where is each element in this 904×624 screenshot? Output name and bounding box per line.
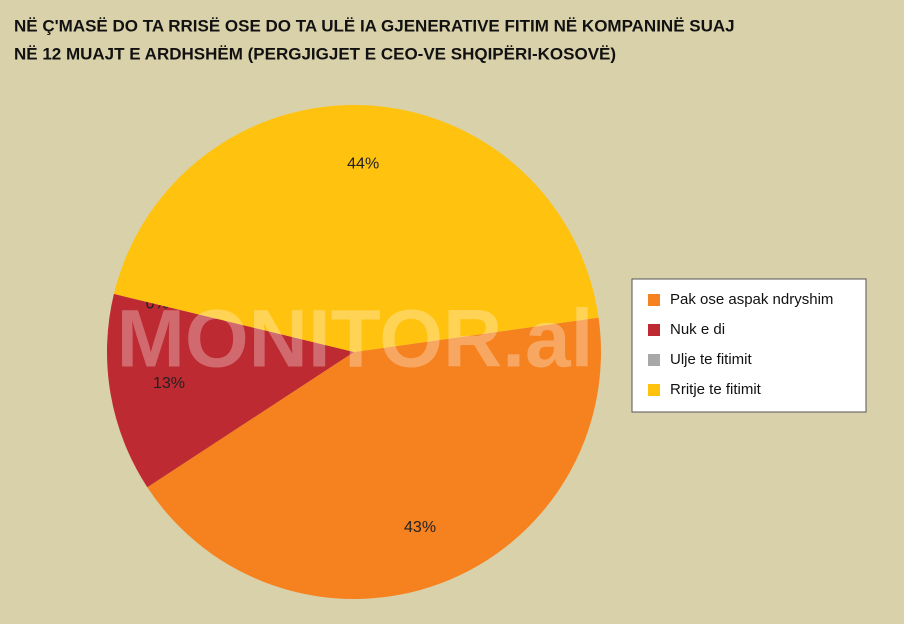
legend-swatch [648,294,660,306]
pie: 43%13%0%44% [106,105,601,599]
legend-label: Nuk e di [670,321,725,338]
data-label: 43% [404,519,436,536]
chart-title: NË 12 MUAJT E ARDHSHËM (PERGJIGJET E CEO… [14,44,616,63]
pie-slice [106,293,354,488]
legend-swatch [648,324,660,336]
pie-slice [113,105,599,352]
chart-title: NË Ç'MASË DO TA RRISË OSE DO TA ULË IA G… [14,16,735,35]
legend-box [631,278,867,413]
data-label: 44% [347,156,379,173]
legend-label: Rritje te fitimit [670,381,762,398]
legend-swatch [648,384,660,396]
watermark: MONITOR.al [117,294,594,385]
pie-slice [147,317,601,599]
legend-swatch [648,354,660,366]
data-label: 13% [153,375,185,392]
legend-label: Ulje te fitimit [670,351,753,368]
legend-label: Pak ose aspak ndryshim [670,291,833,308]
legend: Pak ose aspak ndryshim Nuk e di Ulje te fi… [648,291,833,398]
